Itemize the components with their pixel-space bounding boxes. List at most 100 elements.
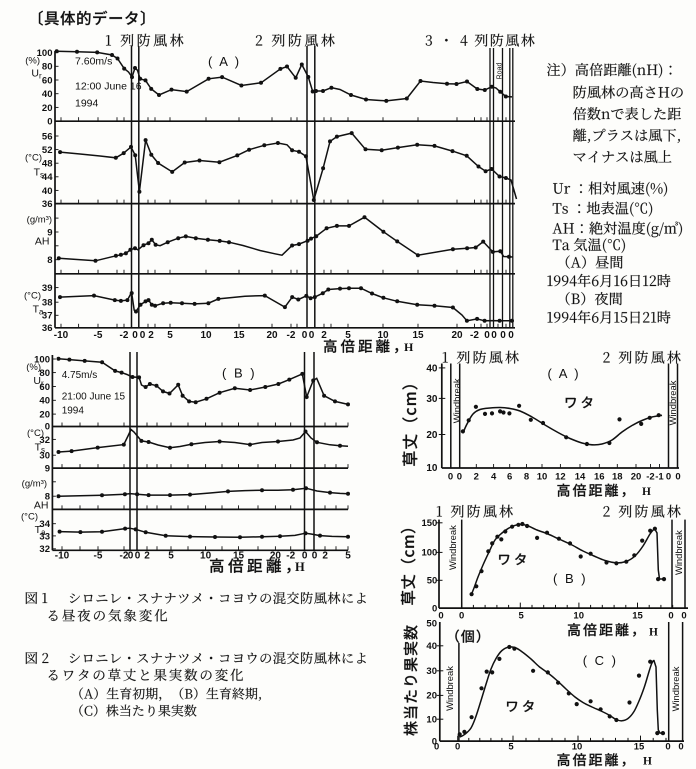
svg-text:34: 34 bbox=[39, 519, 50, 530]
svg-text:4.75m/s: 4.75m/s bbox=[62, 370, 98, 381]
svg-text:Windbreak: Windbreak bbox=[444, 666, 455, 711]
svg-text:r: r bbox=[39, 72, 42, 81]
svg-text:0: 0 bbox=[508, 330, 514, 341]
svg-text:60: 60 bbox=[39, 382, 50, 393]
svg-text:100: 100 bbox=[421, 548, 437, 559]
svg-text:20: 20 bbox=[451, 330, 463, 341]
svg-text:-2: -2 bbox=[120, 551, 129, 562]
svg-text:0: 0 bbox=[457, 472, 462, 483]
svg-text:20: 20 bbox=[426, 430, 438, 441]
svg-text:AH: AH bbox=[35, 236, 50, 248]
svg-text:9: 9 bbox=[47, 227, 52, 238]
svg-text:40: 40 bbox=[42, 186, 53, 197]
svg-text:33: 33 bbox=[39, 531, 50, 542]
svg-text:s: s bbox=[41, 445, 45, 454]
svg-text:5: 5 bbox=[168, 551, 174, 562]
svg-text:T: T bbox=[33, 303, 40, 315]
svg-text:9: 9 bbox=[45, 464, 50, 475]
svg-text:32: 32 bbox=[39, 544, 50, 555]
svg-text:80: 80 bbox=[42, 62, 53, 73]
svg-text:10: 10 bbox=[572, 742, 583, 753]
svg-text:0: 0 bbox=[309, 330, 315, 341]
svg-text:20: 20 bbox=[39, 410, 50, 421]
svg-text:14: 14 bbox=[575, 472, 586, 483]
svg-text:15: 15 bbox=[233, 551, 245, 562]
svg-text:( A ): ( A ) bbox=[548, 366, 581, 381]
svg-text:5: 5 bbox=[508, 742, 514, 753]
svg-text:0: 0 bbox=[432, 603, 437, 614]
svg-text:0: 0 bbox=[500, 330, 506, 341]
svg-text:(g/m³): (g/m³) bbox=[22, 478, 47, 489]
svg-text:0: 0 bbox=[675, 472, 680, 483]
svg-text:5: 5 bbox=[519, 611, 525, 622]
svg-text:8: 8 bbox=[47, 255, 52, 266]
svg-text:10: 10 bbox=[426, 715, 437, 726]
svg-text:20: 20 bbox=[266, 330, 278, 341]
svg-text:-2: -2 bbox=[120, 330, 129, 341]
svg-text:12: 12 bbox=[555, 472, 566, 483]
svg-text:(°C): (°C) bbox=[21, 511, 38, 522]
svg-text:-10: -10 bbox=[54, 330, 69, 341]
svg-text:10: 10 bbox=[426, 463, 438, 474]
svg-text:Windbreak: Windbreak bbox=[447, 525, 458, 570]
svg-text:0: 0 bbox=[132, 330, 138, 341]
svg-text:6: 6 bbox=[507, 472, 512, 483]
svg-text:30: 30 bbox=[426, 394, 438, 405]
svg-text:5: 5 bbox=[345, 330, 351, 341]
svg-text:10: 10 bbox=[573, 611, 584, 622]
svg-text:( A ): ( A ) bbox=[208, 54, 241, 69]
svg-text:0: 0 bbox=[45, 422, 50, 433]
svg-text:100: 100 bbox=[37, 48, 53, 59]
svg-text:0: 0 bbox=[434, 742, 439, 753]
svg-text:T: T bbox=[34, 167, 41, 179]
svg-text:-1: -1 bbox=[655, 472, 664, 483]
svg-text:0: 0 bbox=[484, 330, 490, 341]
svg-text:( B ): ( B ) bbox=[553, 571, 588, 586]
svg-text:(g/m³): (g/m³) bbox=[27, 215, 52, 226]
svg-text:-2: -2 bbox=[646, 472, 654, 483]
svg-text:56: 56 bbox=[42, 131, 53, 142]
svg-text:Windbreak: Windbreak bbox=[670, 666, 681, 711]
svg-text:10: 10 bbox=[537, 472, 548, 483]
svg-text:15: 15 bbox=[632, 611, 643, 622]
svg-text:10: 10 bbox=[377, 330, 389, 341]
svg-text:U: U bbox=[33, 375, 41, 387]
svg-text:a: a bbox=[39, 307, 44, 316]
svg-text:52: 52 bbox=[42, 145, 53, 156]
svg-text:32: 32 bbox=[39, 435, 50, 446]
svg-text:0: 0 bbox=[678, 742, 683, 753]
svg-text:150: 150 bbox=[421, 518, 437, 529]
svg-text:-2: -2 bbox=[287, 330, 296, 341]
svg-text:4: 4 bbox=[491, 472, 497, 483]
svg-text:20: 20 bbox=[631, 472, 642, 483]
svg-text:1994: 1994 bbox=[75, 98, 99, 110]
svg-text:12:00 June 16: 12:00 June 16 bbox=[75, 81, 142, 93]
svg-text:s: s bbox=[40, 171, 44, 180]
svg-text:80: 80 bbox=[39, 368, 50, 379]
svg-text:20: 20 bbox=[270, 551, 282, 562]
svg-text:1994: 1994 bbox=[62, 405, 85, 416]
svg-text:-2: -2 bbox=[470, 330, 479, 341]
svg-text:21:00 June 15: 21:00 June 15 bbox=[62, 391, 126, 402]
svg-text:-5: -5 bbox=[94, 551, 103, 562]
svg-text:( C ): ( C ) bbox=[583, 653, 618, 668]
svg-text:0: 0 bbox=[140, 330, 146, 341]
svg-text:0: 0 bbox=[491, 330, 497, 341]
svg-text:7.60m/s: 7.60m/s bbox=[75, 56, 112, 68]
svg-text:20: 20 bbox=[426, 691, 437, 702]
svg-text:44: 44 bbox=[42, 172, 53, 183]
svg-text:100: 100 bbox=[34, 354, 50, 365]
svg-text:H: H bbox=[642, 486, 651, 498]
svg-text:60: 60 bbox=[42, 75, 53, 86]
svg-text:T: T bbox=[35, 441, 42, 453]
svg-text:-10: -10 bbox=[55, 551, 70, 562]
svg-text:16: 16 bbox=[594, 472, 605, 483]
svg-text:U: U bbox=[31, 68, 39, 80]
svg-text:36: 36 bbox=[42, 323, 53, 334]
svg-text:0: 0 bbox=[302, 330, 308, 341]
svg-text:50: 50 bbox=[427, 576, 438, 587]
svg-text:0: 0 bbox=[128, 551, 134, 562]
svg-text:0: 0 bbox=[47, 116, 52, 127]
svg-text:0: 0 bbox=[312, 551, 318, 562]
svg-text:0: 0 bbox=[681, 611, 686, 622]
